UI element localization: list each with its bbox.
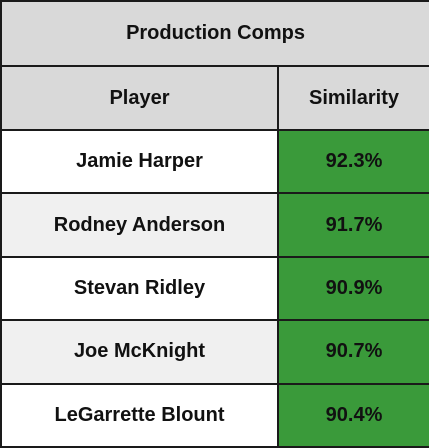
table-row: LeGarrette Blount 90.4% bbox=[0, 382, 429, 448]
similarity-column-header: Similarity bbox=[276, 65, 429, 131]
similarity-value: 90.7% bbox=[276, 319, 429, 385]
table-row: Jamie Harper 92.3% bbox=[0, 128, 429, 195]
player-name: Rodney Anderson bbox=[0, 192, 279, 258]
player-column-header: Player bbox=[0, 65, 279, 131]
similarity-value: 92.3% bbox=[276, 128, 429, 195]
similarity-value: 90.4% bbox=[276, 382, 429, 448]
player-name: LeGarrette Blount bbox=[0, 382, 279, 448]
table-row: Rodney Anderson 91.7% bbox=[0, 192, 429, 258]
player-name: Jamie Harper bbox=[0, 128, 279, 195]
title-row: Production Comps bbox=[0, 0, 429, 68]
player-name: Stevan Ridley bbox=[0, 255, 279, 322]
table-title: Production Comps bbox=[0, 0, 429, 68]
similarity-value: 90.9% bbox=[276, 255, 429, 322]
player-name: Joe McKnight bbox=[0, 319, 279, 385]
header-row: Player Similarity bbox=[0, 65, 429, 131]
table-row: Joe McKnight 90.7% bbox=[0, 319, 429, 385]
similarity-value: 91.7% bbox=[276, 192, 429, 258]
table-row: Stevan Ridley 90.9% bbox=[0, 255, 429, 322]
